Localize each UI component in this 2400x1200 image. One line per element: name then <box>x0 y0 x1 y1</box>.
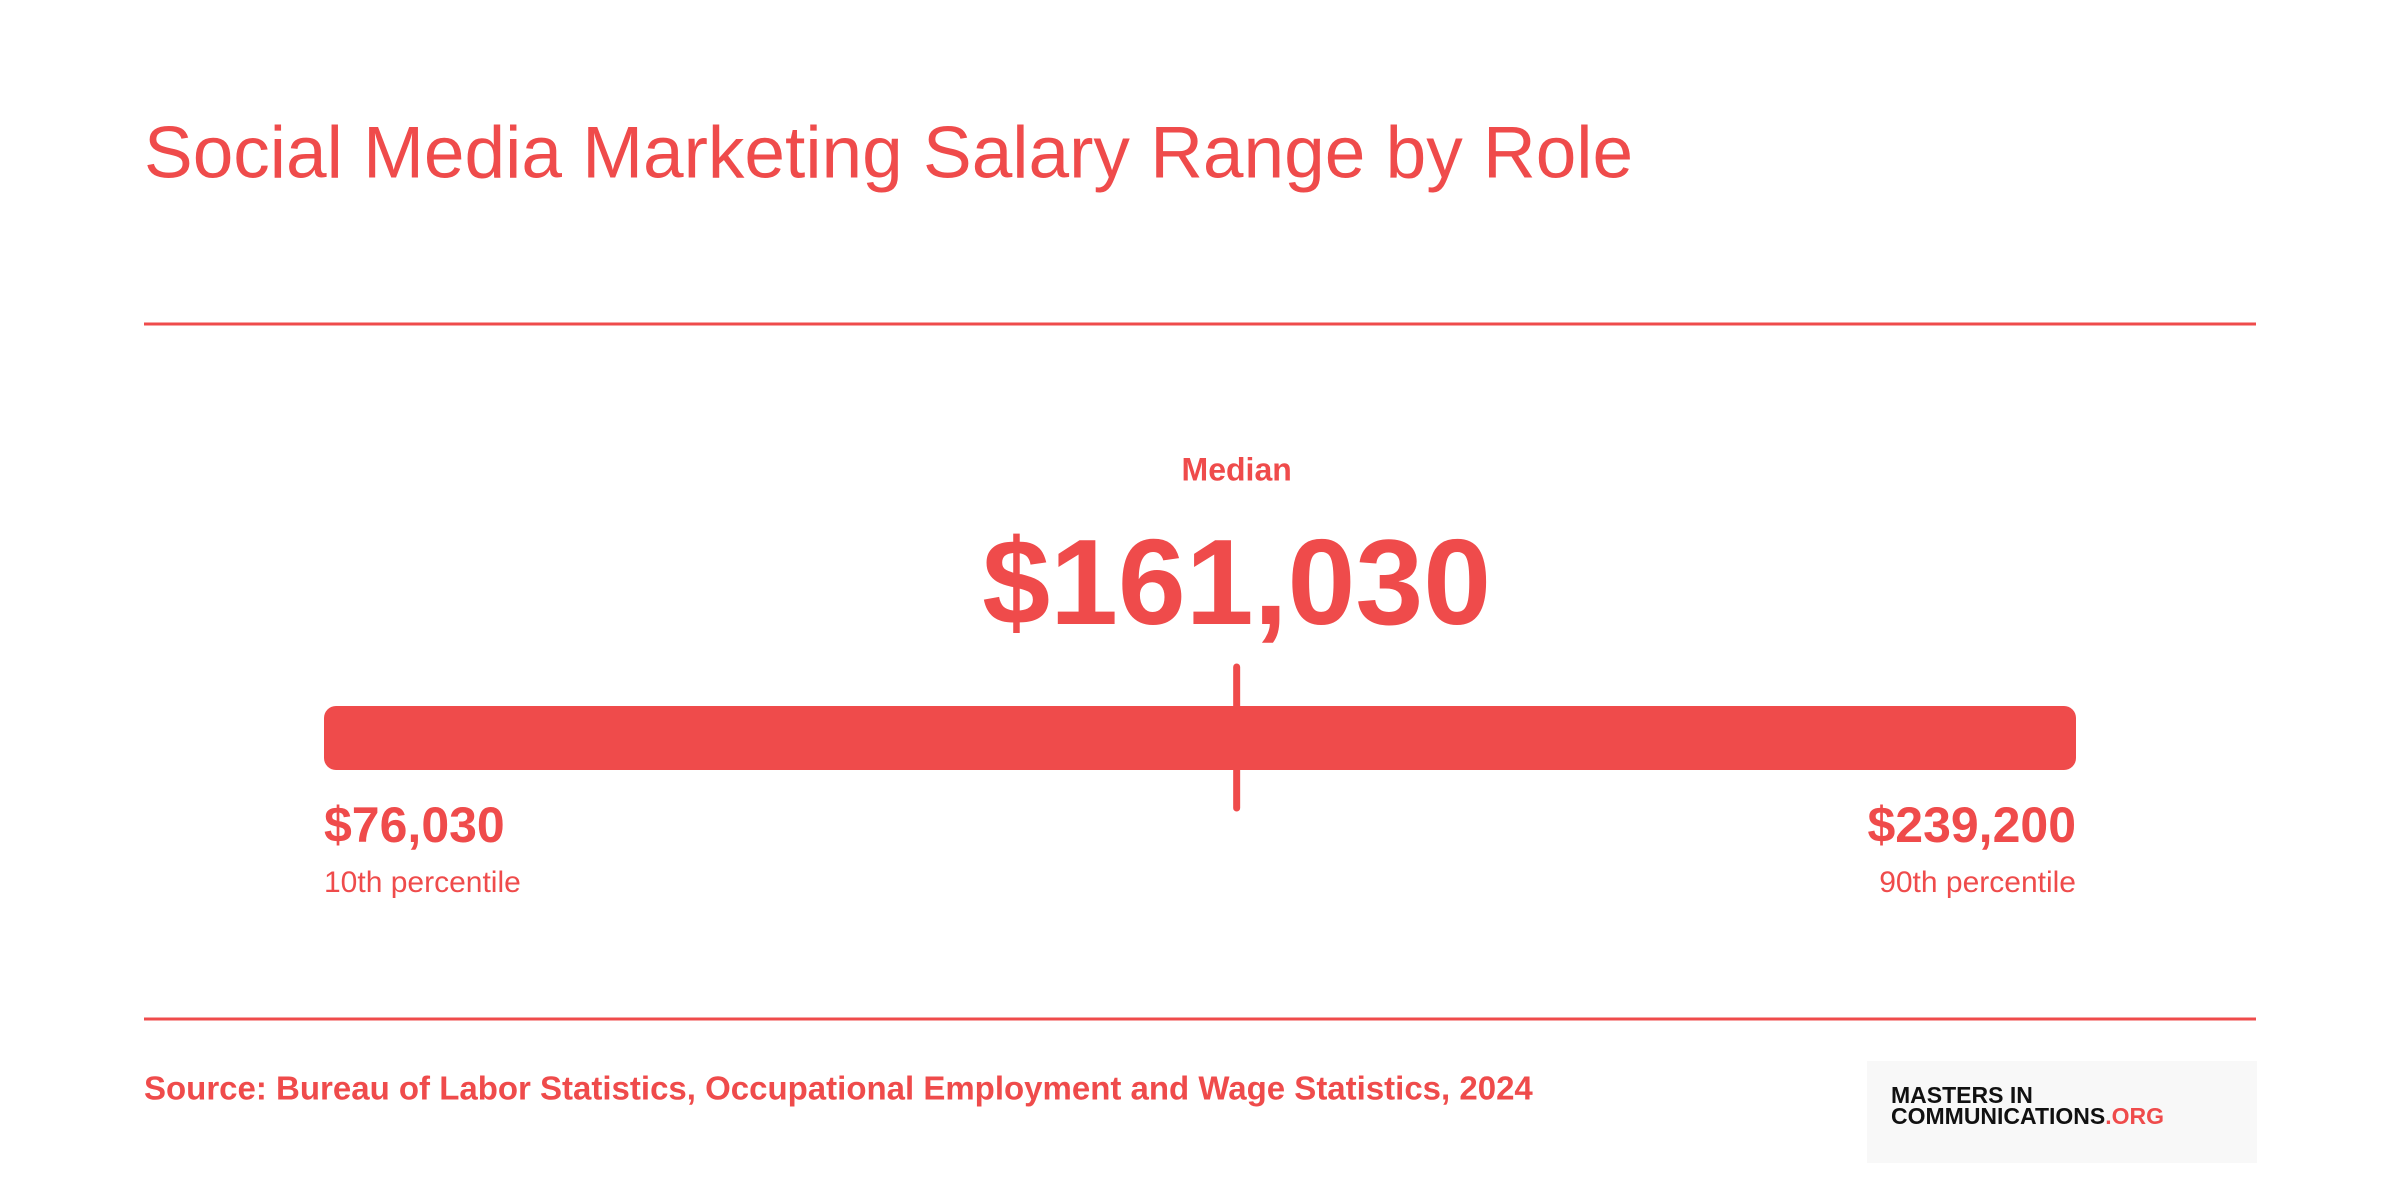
logo-suffix: .ORG <box>2105 1103 2164 1129</box>
logo-line: COMMUNICATIONS.ORG <box>1891 1103 2164 1129</box>
source: Source: Bureau of Labor Statistics, Occu… <box>144 1070 1533 1107</box>
end-label: 90th percentile <box>1879 866 2076 899</box>
logo-background <box>1867 1061 2257 1163</box>
chart-title: Social Media Marketing Salary Range by R… <box>144 112 1633 193</box>
end-value: $76,030 <box>324 797 505 853</box>
median-label: Median <box>1182 451 1292 487</box>
end-value: $239,200 <box>1867 797 2076 853</box>
logo-line: MASTERS IN <box>1891 1082 2033 1108</box>
end-label: 10th percentile <box>324 866 521 899</box>
logo-word: COMMUNICATIONS <box>1891 1103 2105 1129</box>
range-bar <box>324 706 2076 770</box>
median-value: $161,030 <box>982 514 1491 650</box>
